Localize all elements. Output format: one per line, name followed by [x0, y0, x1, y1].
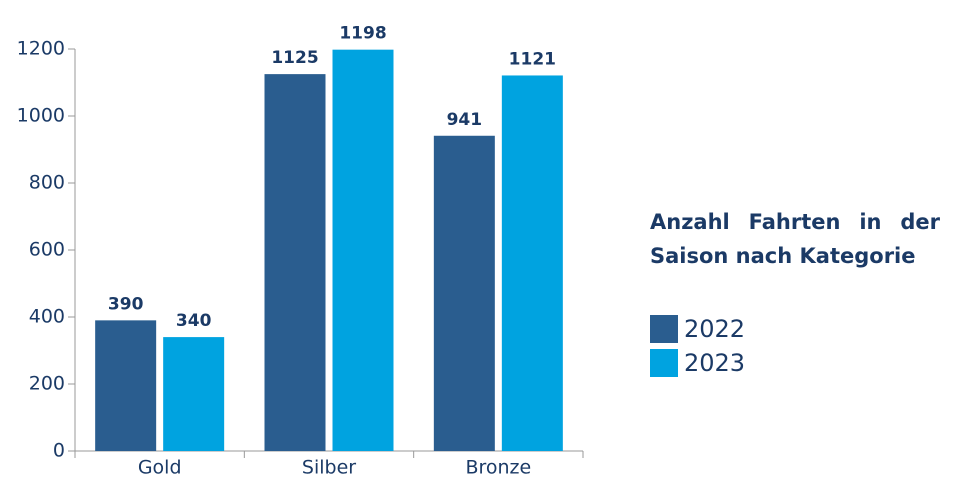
legend-swatch [650, 315, 678, 343]
bar [433, 135, 495, 451]
y-tick-label: 1200 [17, 38, 65, 60]
legend-label: 2023 [684, 349, 745, 377]
bar [501, 75, 563, 451]
y-tick-label: 200 [29, 373, 65, 395]
data-label: 941 [447, 110, 483, 130]
x-tick-label: Silber [302, 457, 356, 479]
y-tick-label: 800 [29, 172, 65, 194]
data-label: 1198 [339, 24, 386, 44]
data-label: 1121 [509, 49, 556, 69]
y-tick-label: 400 [29, 306, 65, 328]
x-tick-label: Gold [138, 457, 182, 479]
data-label: 340 [176, 311, 212, 331]
bar [163, 337, 225, 451]
legend-swatch [650, 349, 678, 377]
chart-title: Anzahl Fahrten in der Saison nach Katego… [650, 210, 940, 268]
data-label: 1125 [271, 48, 318, 68]
x-tick-label: Bronze [465, 457, 531, 479]
y-tick-label: 1000 [17, 105, 65, 127]
bar [264, 74, 326, 451]
bar [332, 49, 394, 452]
data-label: 390 [108, 294, 144, 314]
legend-label: 2022 [684, 315, 745, 343]
y-tick-label: 600 [29, 239, 65, 261]
bar [95, 320, 157, 451]
y-tick-label: 0 [53, 440, 65, 462]
